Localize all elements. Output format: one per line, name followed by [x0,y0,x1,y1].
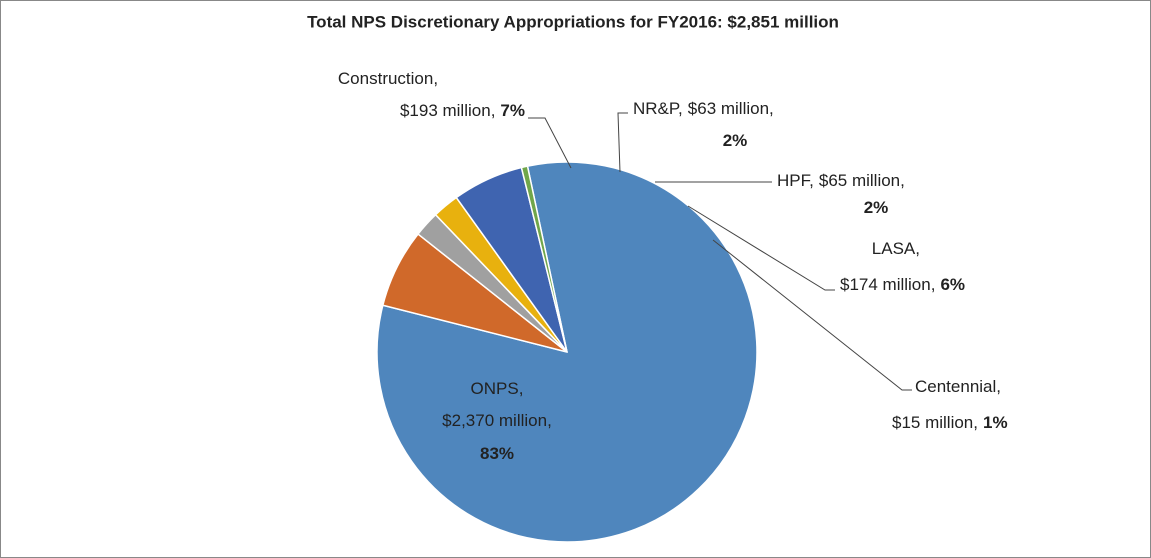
pie-slice [520,165,568,353]
data-label: Centennial, [915,377,1001,396]
label-name: ONPS [471,379,519,398]
label-name: LASA [872,239,916,258]
percent-label: 2% [864,198,889,217]
label-separator: , [678,99,683,118]
value-label: $174 million [840,275,931,294]
chart-title: Total NPS Discretionary Appropriations f… [307,12,839,31]
label-name: Centennial [915,377,996,396]
value-label: $63 million [688,99,769,118]
data-label: HPF, $65 million, [777,171,905,190]
percent-label: 1% [983,413,1008,432]
label-separator: , [973,413,978,432]
label-separator: , [931,275,936,294]
value-label: $2,370 million [442,411,547,430]
value-label: $65 million [819,171,900,190]
data-label: 83% [480,444,514,463]
label-separator: , [996,377,1001,396]
leader-line [712,239,912,391]
data-label: 2% [723,131,748,150]
leader-line [528,117,572,169]
leader-line [687,205,835,291]
data-label: LASA, [872,239,920,258]
label-separator: , [491,101,496,120]
label-separator: , [769,99,774,118]
label-name: Construction [338,69,433,88]
data-label: ONPS, [471,379,524,398]
label-separator: , [547,411,552,430]
data-label: $2,370 million, [442,411,552,430]
percent-label: 2% [723,131,748,150]
data-label: $193 million, 7% [400,101,525,120]
label-separator: , [433,69,438,88]
leader-line [617,112,628,173]
value-label: $193 million [400,101,491,120]
data-label: NR&P, $63 million, [633,99,774,118]
data-label: Construction, [338,69,438,88]
label-name: NR&P [633,99,680,118]
label-separator: , [915,239,920,258]
label-name: HPF [777,171,811,190]
percent-label: 83% [480,444,514,463]
label-separator: , [900,171,905,190]
percent-label: 6% [940,275,965,294]
value-label: $15 million [892,413,973,432]
label-separator: , [809,171,814,190]
data-label: $15 million, 1% [892,413,1008,432]
data-label: $174 million, 6% [840,275,965,294]
data-label: 2% [864,198,889,217]
percent-label: 7% [500,101,525,120]
label-separator: , [519,379,524,398]
